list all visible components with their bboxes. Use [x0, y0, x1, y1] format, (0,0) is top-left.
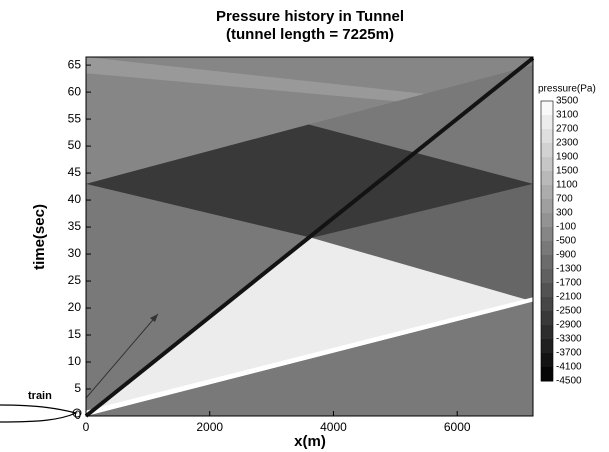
train-shape	[0, 404, 78, 423]
colorbar-label: -3300	[556, 334, 582, 345]
pressure-region	[86, 124, 533, 238]
colorbar-band	[541, 227, 553, 242]
colorbar-title: pressure(Pa)	[538, 84, 596, 95]
colorbar-band	[541, 269, 553, 284]
arrow	[85, 313, 159, 399]
colorbar-band	[541, 199, 553, 214]
chart-subtitle: (tunnel length = 7225m)	[226, 26, 394, 43]
y-tick-label: 10	[68, 354, 82, 368]
colorbar-label: -1700	[556, 278, 582, 289]
colorbar-label: -2500	[556, 306, 582, 317]
y-tick-label: 60	[68, 84, 82, 98]
y-tick-label: 35	[68, 219, 82, 233]
plot-frame	[85, 56, 534, 417]
colorbar-label: 3500	[556, 96, 579, 107]
colorbar-label: 2700	[556, 124, 579, 135]
y-tick-label: 55	[68, 111, 82, 125]
pressure-region	[311, 183, 533, 302]
colorbar-label: 3100	[556, 110, 579, 121]
colorbar-band	[541, 339, 553, 354]
colorbar-band	[541, 171, 553, 186]
y-tick-label: 5	[74, 381, 81, 395]
colorbar-label: -2900	[556, 320, 582, 331]
colorbar-band	[541, 255, 553, 270]
colorbar-label: 1900	[556, 152, 579, 163]
colorbar-band	[541, 157, 553, 172]
colorbar-label: 2300	[556, 138, 579, 149]
x-tick-label: 2000	[196, 420, 223, 434]
colorbar-band	[541, 241, 553, 256]
colorbar-label: -4500	[556, 376, 582, 387]
arrow-head	[150, 314, 158, 322]
pressure-region	[86, 297, 533, 416]
colorbar-band	[541, 101, 553, 116]
colorbar-label: -900	[556, 250, 576, 261]
plot-area	[84, 56, 535, 418]
chart-title: Pressure history in Tunnel	[216, 8, 404, 25]
y-axis-label: time(sec)	[31, 204, 48, 270]
y-tick-label: 45	[68, 165, 82, 179]
colorbar-label: 300	[556, 208, 573, 219]
colorbar-frame	[540, 100, 554, 382]
y-tick-label: 30	[68, 246, 82, 260]
y-tick-label: 40	[68, 192, 82, 206]
x-axis-label: x(m)	[294, 433, 326, 450]
y-tick-label: 65	[68, 57, 82, 71]
colorbar-label: -100	[556, 222, 576, 233]
colorbar-band	[541, 367, 553, 382]
colorbar-label: 700	[556, 194, 573, 205]
colorbar-label: -500	[556, 236, 576, 247]
colorbar-label: -4100	[556, 362, 582, 373]
colorbar-band	[541, 283, 553, 298]
colorbar-band	[541, 353, 553, 368]
colorbar-band	[541, 311, 553, 326]
colorbar-band	[541, 213, 553, 228]
pressure-region	[86, 57, 533, 184]
pressure-region	[86, 237, 533, 416]
colorbar-label: 1100	[556, 180, 578, 191]
y-tick-label: 20	[68, 300, 82, 314]
colorbar-band	[541, 297, 553, 312]
colorbar-label: -2100	[556, 292, 582, 303]
annotation: train	[28, 390, 52, 402]
train-path	[84, 56, 535, 418]
x-tick-label: 4000	[320, 420, 347, 434]
pressure-region	[308, 65, 533, 184]
colorbar-band	[541, 115, 553, 130]
y-tick-label: 0	[74, 408, 81, 422]
y-tick-label: 15	[68, 327, 82, 341]
colorbar-label: -3700	[556, 348, 582, 359]
x-tick-label: 0	[83, 420, 90, 434]
colorbar-label: -1300	[556, 264, 582, 275]
train-nose	[72, 408, 82, 418]
x-tick-label: 6000	[444, 420, 471, 434]
colorbar-band	[541, 143, 553, 158]
y-tick-label: 25	[68, 273, 82, 287]
y-tick-label: 50	[68, 138, 82, 152]
colorbar-band	[541, 325, 553, 340]
colorbar-label: 1500	[556, 166, 579, 177]
colorbar-band	[541, 129, 553, 144]
colorbar-band	[541, 185, 553, 200]
